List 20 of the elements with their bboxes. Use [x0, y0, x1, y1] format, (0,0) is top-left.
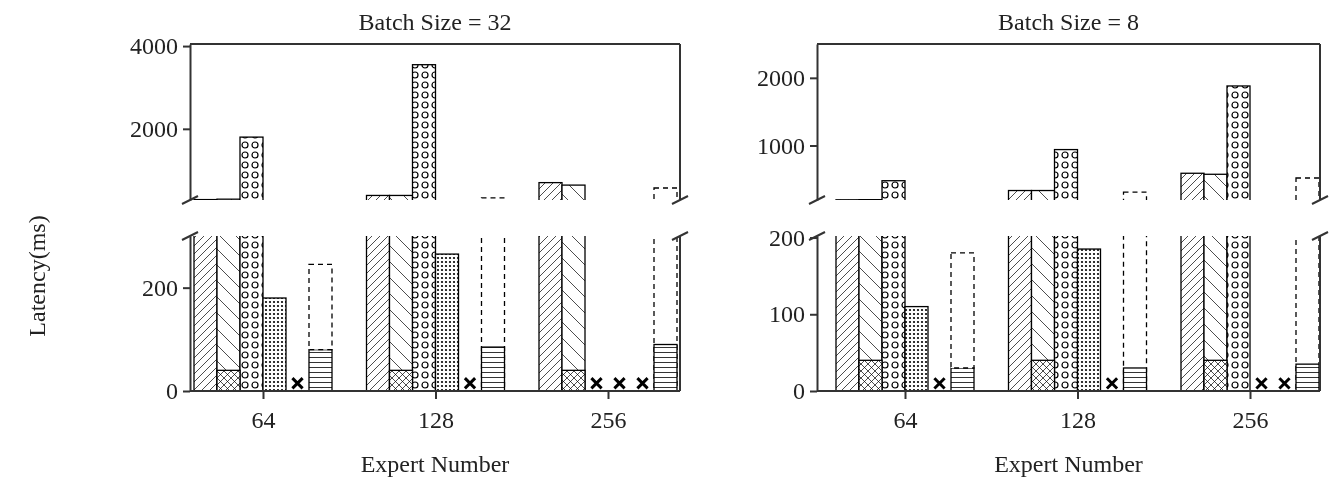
- x-tick-label: 256: [590, 407, 627, 434]
- x-tick-label: 128: [1060, 407, 1096, 434]
- y-tick-label: 200: [142, 274, 178, 301]
- y-tick-label: 2000: [130, 116, 178, 143]
- y-tick-label: 0: [166, 378, 178, 405]
- x-tick-label: 256: [1232, 407, 1269, 434]
- y-axis-title: Latency(ms): [24, 215, 50, 337]
- x-axis-title: Expert Number: [994, 451, 1143, 477]
- y-tick-label: 2000: [757, 65, 805, 92]
- x-tick-label: 128: [418, 407, 454, 434]
- y-tick-label: 1000: [757, 132, 805, 159]
- x-tick-label: 64: [251, 407, 276, 434]
- chart-title: Batch Size = 8: [998, 9, 1139, 35]
- x-axis-title: Expert Number: [360, 451, 510, 477]
- chart-title: Batch Size = 32: [358, 9, 512, 35]
- y-tick-label: 0: [793, 378, 805, 405]
- y-tick-label: 100: [769, 301, 805, 328]
- x-tick-label: 64: [893, 407, 918, 434]
- y-tick-label: 200: [769, 224, 805, 251]
- y-tick-label: 4000: [130, 33, 178, 60]
